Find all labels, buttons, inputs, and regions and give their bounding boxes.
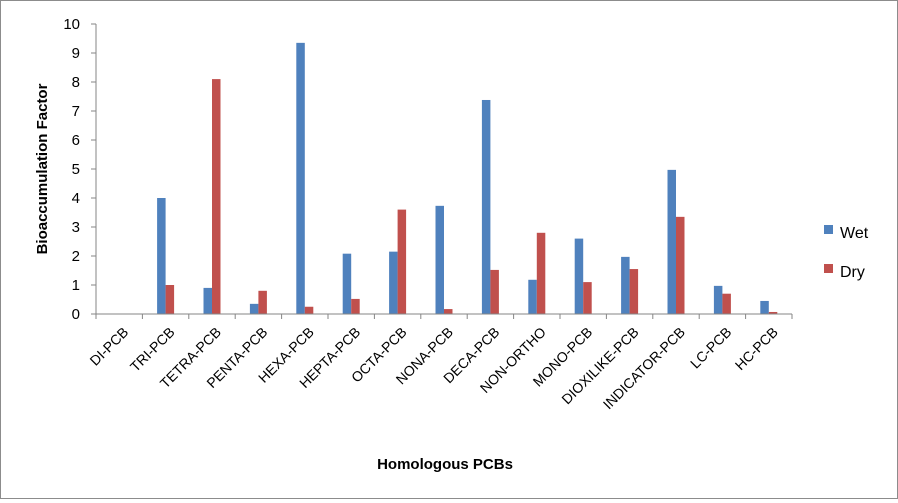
y-tick-label: 8: [72, 74, 80, 91]
bar-wet-dioxilike-pcb: [621, 256, 630, 314]
bar-wet-indicator-pcb: [667, 169, 676, 314]
y-tick-label: 3: [72, 219, 80, 236]
y-tick-label: 2: [72, 248, 80, 265]
bar-wet-nona-pcb: [435, 205, 444, 314]
bar-dry-octa-pcb: [397, 209, 407, 314]
bar-dry-indicator-pcb: [676, 216, 685, 314]
bar-dry-lc-pcb: [722, 293, 731, 314]
x-category-label: LC-PCB: [687, 324, 735, 372]
y-axis-ticks: 0 1 2 3 4 5 6 7 8 9 10: [63, 16, 793, 323]
bar-dry-deca-pcb: [490, 269, 499, 314]
bar-wet-non-ortho: [528, 279, 537, 314]
y-tick-label: 10: [63, 16, 80, 33]
x-axis-title: Homologous PCBs: [377, 456, 513, 473]
x-axis-category-labels: DI-PCBTRI-PCBTETRA-PCBPENTA-PCBHEXA-PCBH…: [86, 324, 780, 413]
bar-dry-non-ortho: [536, 232, 546, 314]
bar-dry-penta-pcb: [258, 290, 267, 314]
bar-wet-hc-pcb: [760, 300, 769, 314]
bar-dry-tri-pcb: [165, 285, 175, 314]
legend-swatch-dry: [824, 264, 833, 273]
bar-wet-tetra-pcb: [203, 287, 212, 314]
bar-dry-tetra-pcb: [212, 79, 221, 314]
bars: [157, 42, 778, 314]
y-tick-label: 6: [72, 132, 80, 149]
legend-swatch-wet: [824, 225, 833, 234]
legend: Wet Dry: [824, 225, 869, 281]
bar-wet-hexa-pcb: [296, 42, 305, 314]
legend-label-wet: Wet: [840, 225, 869, 242]
x-category-label: DI-PCB: [86, 324, 131, 369]
bar-wet-tri-pcb: [157, 198, 166, 314]
y-tick-label: 5: [72, 161, 80, 178]
y-tick-label: 9: [72, 45, 80, 62]
bar-dry-hexa-pcb: [304, 306, 314, 314]
bar-wet-octa-pcb: [389, 251, 398, 314]
x-category-label: INDICATOR-PCB: [600, 324, 688, 412]
bar-wet-lc-pcb: [713, 285, 723, 314]
y-tick-label: 0: [72, 306, 80, 323]
y-tick-label: 7: [72, 103, 80, 120]
y-tick-label: 4: [72, 190, 80, 207]
bar-dry-hepta-pcb: [351, 298, 360, 314]
bar-wet-deca-pcb: [481, 99, 491, 314]
bar-wet-penta-pcb: [249, 303, 259, 314]
legend-label-dry: Dry: [840, 264, 865, 281]
y-tick-label: 1: [72, 277, 80, 294]
x-category-label: HC-PCB: [732, 324, 781, 373]
bar-wet-mono-pcb: [574, 238, 584, 314]
bar-dry-mono-pcb: [583, 282, 592, 314]
bar-dry-hc-pcb: [768, 311, 778, 314]
y-axis-title: Bioaccumulation Factor: [34, 83, 51, 254]
bar-wet-hepta-pcb: [342, 253, 352, 314]
bar-dry-dioxilike-pcb: [629, 269, 639, 314]
bar-dry-nona-pcb: [444, 309, 453, 314]
